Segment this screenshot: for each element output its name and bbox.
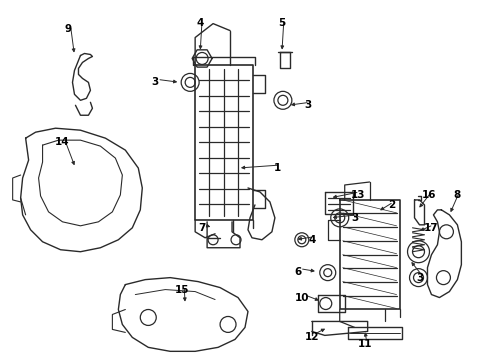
Text: 17: 17 [423,223,438,233]
Text: 5: 5 [278,18,285,28]
Text: 12: 12 [304,332,318,342]
Text: 14: 14 [55,137,70,147]
Text: 3: 3 [304,100,311,110]
Text: 6: 6 [294,267,301,276]
Text: 13: 13 [350,190,364,200]
Text: 1: 1 [274,163,281,173]
Text: 2: 2 [387,200,394,210]
Text: 9: 9 [65,24,72,33]
Text: 3: 3 [415,273,422,283]
Text: 16: 16 [421,190,436,200]
Text: 10: 10 [294,293,308,302]
Text: 4: 4 [196,18,203,28]
Text: 11: 11 [357,339,371,349]
Text: 8: 8 [453,190,460,200]
Text: 3: 3 [350,213,358,223]
Text: 4: 4 [307,235,315,245]
Text: 15: 15 [175,284,189,294]
Text: 3: 3 [151,77,159,87]
Text: 7: 7 [198,223,205,233]
